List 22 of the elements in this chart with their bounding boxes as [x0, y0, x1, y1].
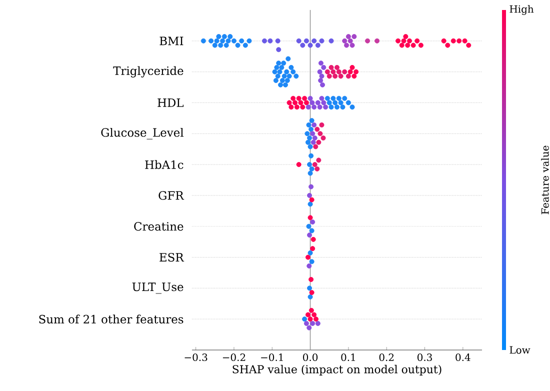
x-tick-label: 0.3: [417, 354, 432, 362]
y-tick-label: GFR: [158, 191, 184, 200]
x-tick-label: −0.1: [261, 354, 283, 362]
y-tick-label: Triglyceride: [113, 66, 184, 78]
x-tick-label: 0.1: [341, 354, 355, 362]
y-tick-label: HDL: [158, 98, 184, 107]
x-tick-label: −0.2: [222, 354, 246, 362]
color-bar-title: Feature value: [541, 146, 549, 214]
x-tick-label: 0.2: [379, 354, 394, 362]
x-tick-label: 0.4: [456, 354, 470, 362]
y-tick-label: BMI: [160, 36, 184, 46]
y-tick-label: Creatine: [134, 222, 184, 231]
y-tick-label: ESR: [160, 252, 184, 262]
y-tick-label: Glucose_Level: [101, 128, 184, 140]
x-tick-label: −0.3: [184, 354, 208, 362]
y-tick-label: ULT_Use: [132, 282, 184, 294]
x-tick-label: 0.0: [303, 354, 318, 362]
x-axis-title: SHAP value (impact on model output): [232, 364, 442, 376]
text: High: [510, 5, 534, 15]
y-tick-label: Sum of 21 other features: [39, 314, 184, 324]
text: Low: [510, 346, 530, 354]
y-tick-label: HbA1c: [145, 160, 184, 169]
